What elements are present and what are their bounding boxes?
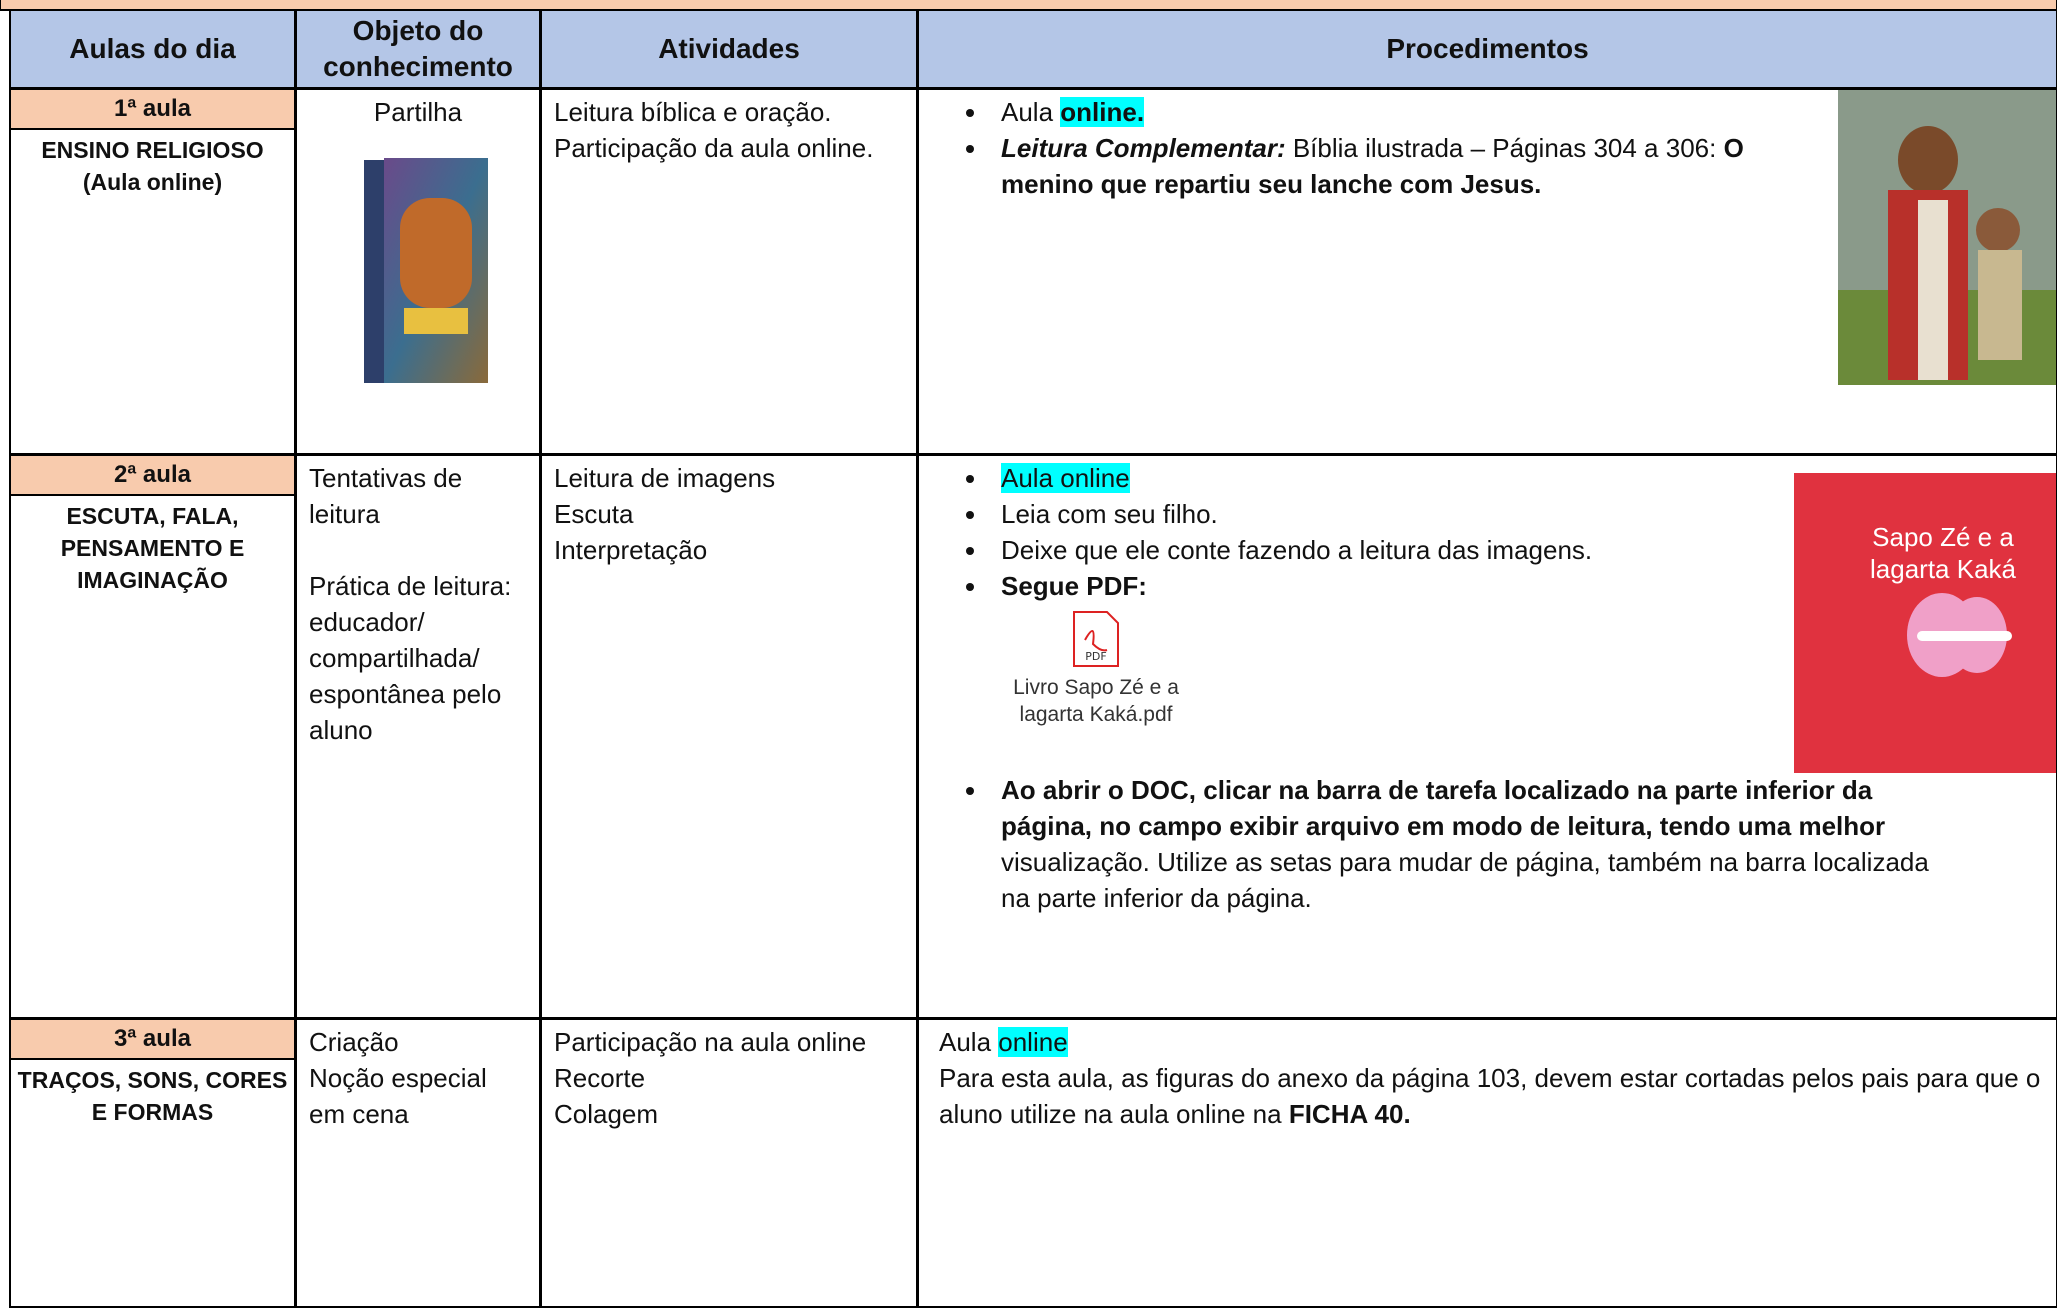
header-text: Procedimentos xyxy=(1386,33,1589,64)
lesson-cell: 3ª aula TRAÇOS, SONS, CORES E FORMAS xyxy=(9,1018,296,1308)
text: Leitura Complementar: xyxy=(1001,133,1286,163)
text: Aula xyxy=(939,1027,999,1057)
procedure-item: Leia com seu filho. xyxy=(989,496,2044,532)
text: O menino que repartiu seu lanche com Jes… xyxy=(1001,133,1744,199)
atividade-line: Escuta xyxy=(554,499,634,529)
procedure-item: Leitura Complementar: Bíblia ilustrada –… xyxy=(989,130,1749,202)
butterfly xyxy=(1907,593,2012,677)
procedure-item: Segue PDF: PDF Livro Sapo Zé e a lagarta… xyxy=(989,568,2044,772)
atividade-line: Colagem xyxy=(554,1099,659,1129)
text: Bíblia ilustrada – Páginas 304 a 306: xyxy=(1285,133,1724,163)
highlight: online. xyxy=(1060,97,1145,127)
objeto-line: Tentativas de xyxy=(309,463,463,493)
objeto-line: leitura xyxy=(309,499,380,529)
procedure-list: Aula online Leia com seu filho. Deixe qu… xyxy=(919,460,2044,916)
objeto-line: Criação xyxy=(309,1027,399,1057)
lesson-label: 2ª aula xyxy=(11,456,294,496)
objeto-line: em cena xyxy=(309,1099,409,1129)
objeto-line: espontânea pelo xyxy=(309,679,502,709)
header-cell: Atividades xyxy=(540,9,918,89)
text: Aula xyxy=(1001,97,1061,127)
book-art xyxy=(404,308,468,334)
subject-line: (Aula online) xyxy=(82,169,223,195)
atividade-line: Participação na aula online xyxy=(554,1027,867,1057)
lesson-label: 3ª aula xyxy=(11,1020,294,1060)
objeto-line: educador/ xyxy=(309,607,425,637)
text: visualização. Utilize as setas para muda… xyxy=(1001,847,1929,913)
subject-line: ENSINO RELIGIOSO xyxy=(41,137,264,163)
objeto-line: aluno xyxy=(309,715,373,745)
atividade-line: Recorte xyxy=(554,1063,646,1093)
objeto-cell: Tentativas de leitura Prática de leitura… xyxy=(295,454,541,1019)
atividades-cell: Leitura bíblica e oração. Participação d… xyxy=(540,88,918,455)
procedimentos-cell: Aula online. Leitura Complementar: Bíbli… xyxy=(917,88,2057,455)
procedure-item: Aula online. xyxy=(989,94,1749,130)
objeto-cell: Criação Noção especial em cena xyxy=(295,1018,541,1308)
pdf-icon[interactable]: PDF xyxy=(1071,610,1121,668)
lesson-cell: 2ª aula ESCUTA, FALA, PENSAMENTO E IMAGINA… xyxy=(9,454,296,1019)
jesus-image xyxy=(1838,90,2056,385)
text: Para esta aula, as figuras do anexo da p… xyxy=(939,1063,2041,1129)
highlight: Aula online xyxy=(1001,463,1130,493)
objeto-line: Noção especial xyxy=(309,1063,487,1093)
atividades-cell: Participação na aula online Recorte Cola… xyxy=(540,1018,918,1308)
lesson-label: 1ª aula xyxy=(11,90,294,130)
atividade-line: Leitura de imagens xyxy=(554,463,776,493)
figure xyxy=(1918,200,1948,380)
atividade-line: Leitura bíblica e oração. xyxy=(554,97,832,127)
figure xyxy=(1898,126,1958,194)
header-text: Objeto do conhecimento xyxy=(323,15,513,82)
header-cell: Procedimentos xyxy=(917,9,2057,89)
book-cover-image: Sapo Zé e a lagarta Kaká xyxy=(1794,473,2056,773)
atividade-line: Interpretação xyxy=(554,535,708,565)
book-art xyxy=(400,198,472,308)
header-cell: Aulas do dia xyxy=(9,9,296,89)
book-image xyxy=(364,158,488,383)
child xyxy=(1978,250,2022,360)
objeto-line: Partilha xyxy=(373,97,463,127)
subject-line: TRAÇOS, SONS, CORES xyxy=(17,1067,288,1093)
highlight: online xyxy=(998,1027,1068,1057)
book-title: Sapo Zé e a lagarta Kaká xyxy=(1870,522,2016,584)
procedure-line: Aula online xyxy=(939,1024,2044,1060)
text: Leia com seu filho. xyxy=(1001,499,1218,529)
text: Ao abrir o DOC, clicar na barra de taref… xyxy=(1001,775,1886,841)
subject-line: ESCUTA, FALA, xyxy=(66,503,239,529)
attachment[interactable]: PDF Livro Sapo Zé e a lagarta Kaká.pdf xyxy=(1001,604,2044,772)
subject: TRAÇOS, SONS, CORES E FORMAS xyxy=(11,1060,294,1128)
atividades-cell: Leitura de imagens Escuta Interpretação xyxy=(540,454,918,1019)
procedure-item: Ao abrir o DOC, clicar na barra de taref… xyxy=(989,772,1961,916)
subject: ESCUTA, FALA, PENSAMENTO E IMAGINAÇÃO xyxy=(11,496,294,596)
subject-line: IMAGINAÇÃO xyxy=(77,567,228,593)
procedimentos-cell: Aula online Leia com seu filho. Deixe qu… xyxy=(917,454,2057,1019)
text: Segue PDF: xyxy=(1001,571,1147,601)
procedure-list: Aula online. Leitura Complementar: Bíbli… xyxy=(919,94,1749,202)
procedure-item: Deixe que ele conte fazendo a leitura da… xyxy=(989,532,2044,568)
procedure-line: Para esta aula, as figuras do anexo da p… xyxy=(939,1060,2044,1132)
text: Deixe que ele conte fazendo a leitura da… xyxy=(1001,535,1593,565)
header-text: Aulas do dia xyxy=(69,33,236,64)
child xyxy=(1976,208,2020,252)
header-cell: Objeto do conhecimento xyxy=(295,9,541,89)
objeto-cell: Partilha xyxy=(295,88,541,455)
book-spine xyxy=(364,160,386,383)
svg-text:PDF: PDF xyxy=(1085,650,1106,663)
header-text: Atividades xyxy=(658,33,800,64)
subject-line: E FORMAS xyxy=(91,1099,214,1125)
procedure-item: Aula online xyxy=(989,460,2044,496)
subject-line: PENSAMENTO E xyxy=(60,535,245,561)
atividade-line: Participação da aula online. xyxy=(554,133,874,163)
procedimentos-cell: Aula online Para esta aula, as figuras d… xyxy=(917,1018,2057,1308)
objeto-line: Prática de leitura: xyxy=(309,571,512,601)
lesson-cell: 1ª aula ENSINO RELIGIOSO (Aula online) xyxy=(9,88,296,455)
attachment-label[interactable]: Livro Sapo Zé e a lagarta Kaká.pdf xyxy=(1013,676,1179,726)
text: FICHA 40. xyxy=(1288,1099,1411,1129)
subject: ENSINO RELIGIOSO (Aula online) xyxy=(11,130,294,198)
objeto-line: compartilhada/ xyxy=(309,643,480,673)
